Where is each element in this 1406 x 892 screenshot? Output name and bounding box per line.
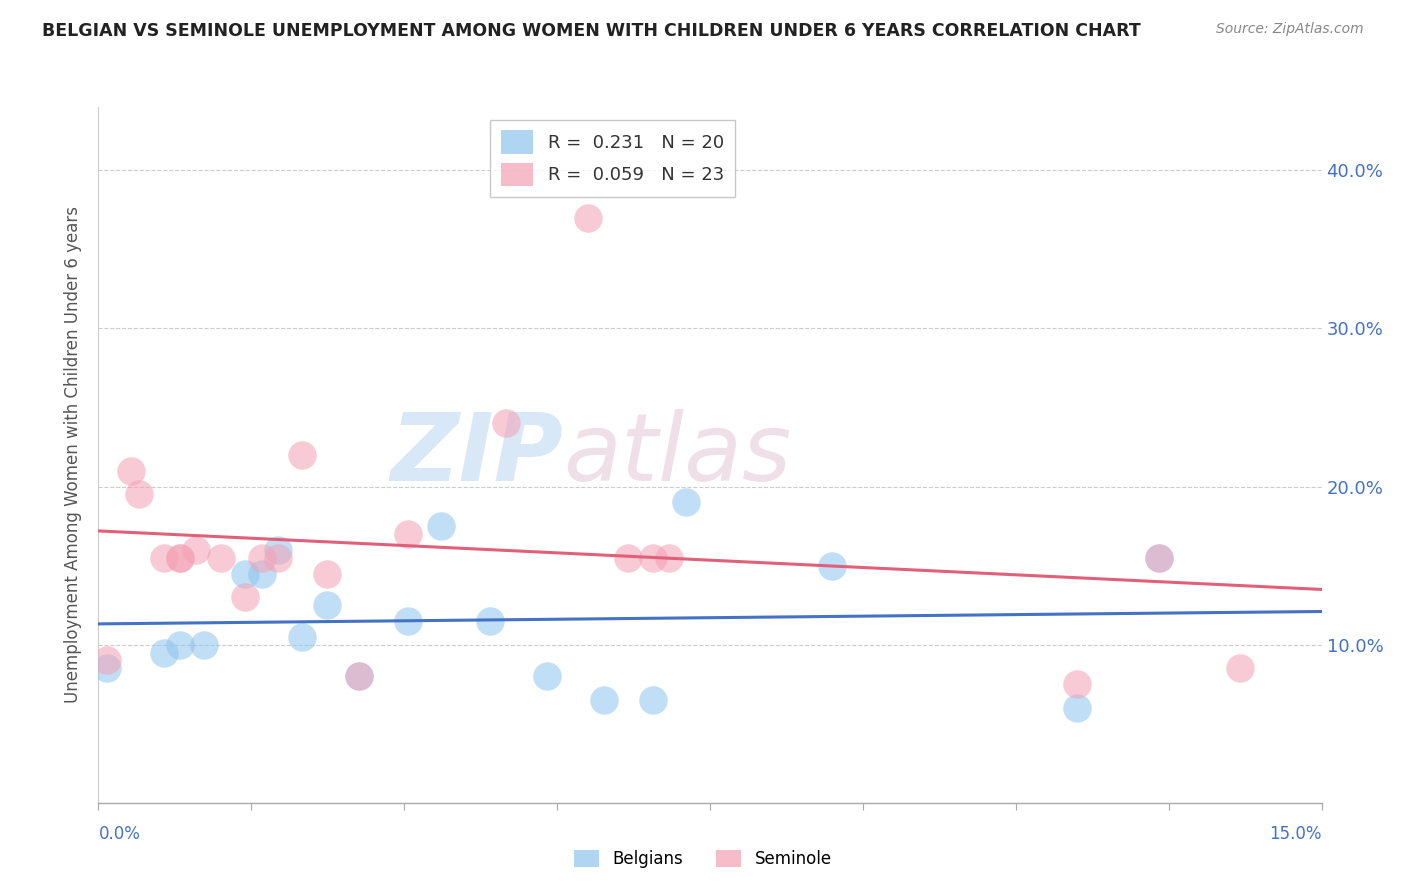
Point — [821, 558, 844, 573]
Point — [1147, 550, 1170, 565]
Point — [315, 598, 337, 612]
Point — [478, 614, 501, 628]
Point — [169, 550, 191, 565]
Text: BELGIAN VS SEMINOLE UNEMPLOYMENT AMONG WOMEN WITH CHILDREN UNDER 6 YEARS CORRELA: BELGIAN VS SEMINOLE UNEMPLOYMENT AMONG W… — [42, 22, 1140, 40]
Point — [152, 646, 174, 660]
Text: atlas: atlas — [564, 409, 792, 500]
Point — [250, 566, 273, 581]
Point — [193, 638, 215, 652]
Point — [96, 661, 118, 675]
Point — [349, 669, 371, 683]
Point — [617, 550, 640, 565]
Point — [396, 614, 419, 628]
Point — [152, 550, 174, 565]
Point — [250, 550, 273, 565]
Point — [593, 693, 616, 707]
Point — [675, 495, 697, 509]
Point — [576, 211, 599, 225]
Point — [233, 566, 256, 581]
Point — [495, 417, 517, 431]
Point — [641, 693, 664, 707]
Legend: Belgians, Seminole: Belgians, Seminole — [568, 843, 838, 875]
Point — [641, 550, 664, 565]
Point — [349, 669, 371, 683]
Y-axis label: Unemployment Among Women with Children Under 6 years: Unemployment Among Women with Children U… — [65, 206, 83, 704]
Point — [233, 591, 256, 605]
Point — [536, 669, 558, 683]
Point — [128, 487, 150, 501]
Point — [396, 527, 419, 541]
Point — [267, 542, 290, 557]
Point — [430, 519, 453, 533]
Point — [186, 542, 208, 557]
Point — [267, 550, 290, 565]
Point — [315, 566, 337, 581]
Point — [291, 630, 314, 644]
Point — [1066, 677, 1088, 691]
Point — [209, 550, 232, 565]
Point — [169, 550, 191, 565]
Point — [291, 448, 314, 462]
Legend: R =  0.231   N = 20, R =  0.059   N = 23: R = 0.231 N = 20, R = 0.059 N = 23 — [489, 120, 734, 196]
Point — [96, 653, 118, 667]
Point — [658, 550, 681, 565]
Point — [169, 638, 191, 652]
Text: Source: ZipAtlas.com: Source: ZipAtlas.com — [1216, 22, 1364, 37]
Point — [1066, 701, 1088, 715]
Text: ZIP: ZIP — [391, 409, 564, 501]
Text: 15.0%: 15.0% — [1270, 825, 1322, 843]
Point — [1229, 661, 1251, 675]
Point — [1147, 550, 1170, 565]
Point — [120, 464, 142, 478]
Text: 0.0%: 0.0% — [98, 825, 141, 843]
